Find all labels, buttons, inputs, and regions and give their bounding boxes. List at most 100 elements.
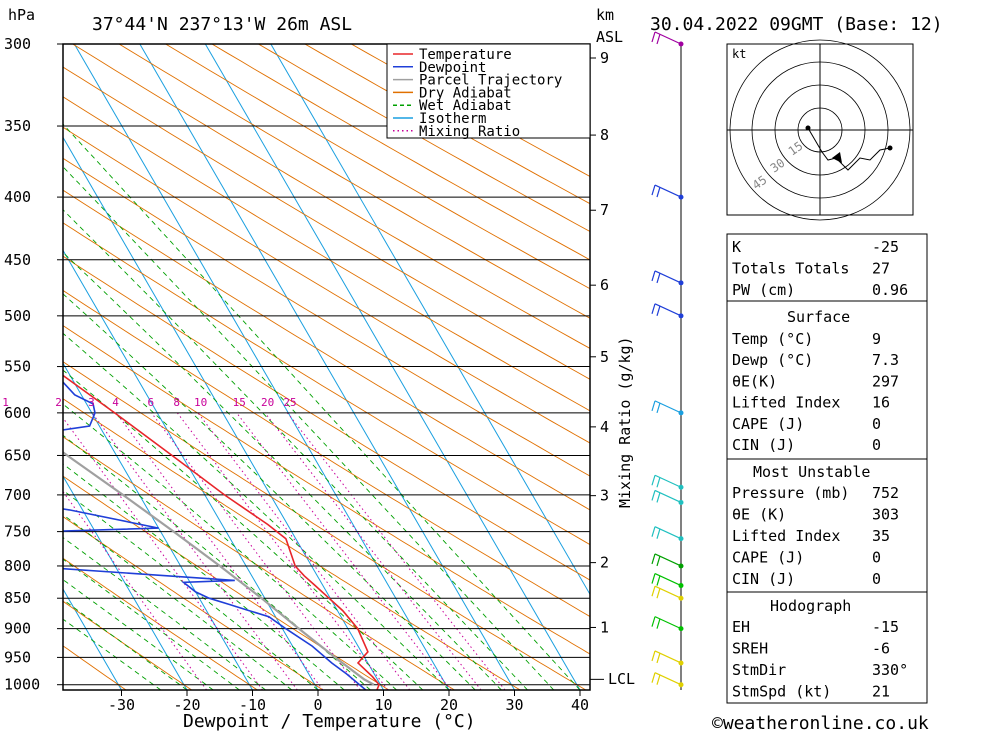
temperature-tick-label: 0 [313, 696, 322, 714]
mixing-ratio-tick-label: 6 [147, 396, 154, 409]
dry-adiabat-line [63, 398, 521, 690]
height-tick-label: 8 [600, 126, 609, 144]
mixing-ratio-line [63, 417, 264, 690]
dry-adiabat-line [211, 44, 590, 261]
pressure-tick-label: 700 [4, 486, 31, 504]
index-value: 27 [872, 260, 890, 278]
surface-label: θE(K) [732, 372, 777, 390]
height-tick-label: 6 [600, 276, 609, 294]
wet-adiabat-line [63, 434, 371, 690]
temperature-tick-label: -10 [239, 696, 266, 714]
copyright: ©weatheronline.co.uk [712, 713, 929, 733]
wind-barb-flag [651, 672, 656, 683]
wind-barb [654, 474, 682, 488]
wind-level-dot [678, 280, 684, 286]
hodograph-ring-label: 30 [768, 156, 788, 176]
wind-barb-flag [651, 475, 656, 486]
pressure-tick-label: 550 [4, 358, 31, 376]
wind-level-dot [678, 682, 684, 688]
wind-level-dot [678, 660, 684, 666]
surface-label: Dewp (°C) [732, 351, 813, 369]
wind-barb [654, 303, 682, 317]
most-unstable-value: 0 [872, 570, 881, 588]
temperature-tick-label: 20 [440, 696, 458, 714]
hodograph-unit: kt [732, 47, 746, 61]
height-unit-asl: ASL [596, 28, 623, 46]
wind-barb-flag [656, 575, 661, 586]
height-tick-label: 4 [600, 418, 609, 436]
location-title: 37°44'N 237°13'W 26m ASL [92, 14, 352, 35]
dry-adiabat-line [63, 436, 455, 690]
index-value: -25 [872, 238, 899, 256]
mixing-ratio-line [63, 490, 208, 690]
wind-barb [654, 573, 682, 587]
hodograph-label: SREH [732, 640, 768, 658]
wind-barb-flag [651, 616, 656, 627]
mixing-ratio-axis-label: Mixing Ratio (g/kg) [616, 336, 634, 508]
mixing-ratio-labels: 1 2 3 4 6 8 10 15 20 25 [2, 396, 296, 409]
mixing-ratio-tick-label: 15 [233, 396, 246, 409]
hodograph-ring-label: 45 [750, 173, 770, 193]
wind-barb-flag [656, 402, 661, 414]
wind-barb [654, 489, 682, 503]
wet-adiabat-line [63, 558, 240, 690]
dry-adiabat-line [63, 361, 587, 690]
storm-motion-marker [832, 152, 842, 163]
dry-adiabat-line [63, 600, 192, 690]
indices-table: K -25 Totals Totals 27 PW (cm) 0.96 [726, 233, 928, 302]
mixing-ratio-line [91, 412, 298, 690]
temperature-tick-label: -20 [173, 696, 200, 714]
wind-level-dot [678, 484, 684, 490]
hodograph-label: EH [732, 618, 750, 636]
most-unstable-value: 303 [872, 506, 899, 524]
legend-item-label: Mixing Ratio [419, 124, 520, 140]
pressure-tick-label: 650 [4, 446, 31, 464]
wind-level-dot [678, 410, 684, 416]
hodograph-table-title: Hodograph [770, 597, 851, 615]
wind-barb-flag [656, 528, 661, 539]
wind-barb-flag [651, 553, 656, 565]
most-unstable-label: CAPE (J) [732, 549, 804, 567]
wet-adiabat-line [63, 403, 397, 690]
most-unstable-table: Most Unstable Pressure (mb) 752 θE (K) 303 L… [726, 458, 928, 593]
legend-item-label: Temperature [419, 47, 512, 63]
mixing-ratio-tick-label: 20 [261, 396, 274, 409]
dry-adiabat-line [63, 126, 590, 444]
wind-barb [654, 650, 682, 664]
wet-adiabat-line [63, 579, 214, 690]
wind-level-dot [678, 499, 684, 505]
surface-label: Temp (°C) [732, 330, 813, 348]
mixing-ratio-line [264, 412, 482, 690]
mixing-ratio-tick-label: 10 [194, 396, 207, 409]
wind-barb-flag [656, 674, 661, 685]
wind-level-dot [678, 595, 684, 601]
temperature-tick-label: 10 [374, 696, 392, 714]
wet-adiabat-line [63, 251, 502, 690]
dry-adiabat-line [71, 44, 590, 349]
legend-item-label: Parcel Trajectory [419, 73, 562, 89]
temperature-tick-label: 30 [505, 696, 523, 714]
index-value: 0.96 [872, 281, 908, 299]
wind-barb [654, 31, 682, 45]
surface-label: Lifted Index [732, 394, 840, 412]
pressure-tick-label: 300 [4, 35, 31, 53]
mixing-ratio-tick-label: 3 [88, 396, 95, 409]
wind-level-dot [678, 626, 684, 632]
wind-barb-flag [656, 33, 661, 45]
wet-adiabat-line [63, 209, 528, 690]
most-unstable-label: Lifted Index [732, 527, 840, 545]
wind-barb [654, 672, 682, 686]
wet-adiabat-line [63, 536, 266, 690]
wind-barb-flag [651, 303, 656, 315]
dry-adiabat-line [63, 325, 590, 655]
dry-adiabat-line [63, 516, 324, 690]
dry-adiabat-line [257, 44, 590, 233]
dry-adiabat-line [63, 189, 590, 511]
temperature-series-line [63, 374, 381, 690]
hodograph-trace [807, 127, 891, 171]
hodograph-ring-label: 15 [786, 139, 806, 159]
wind-barb-flag [656, 477, 661, 488]
height-tick-label: 2 [600, 554, 609, 572]
temperature-tick-label: -30 [108, 696, 135, 714]
